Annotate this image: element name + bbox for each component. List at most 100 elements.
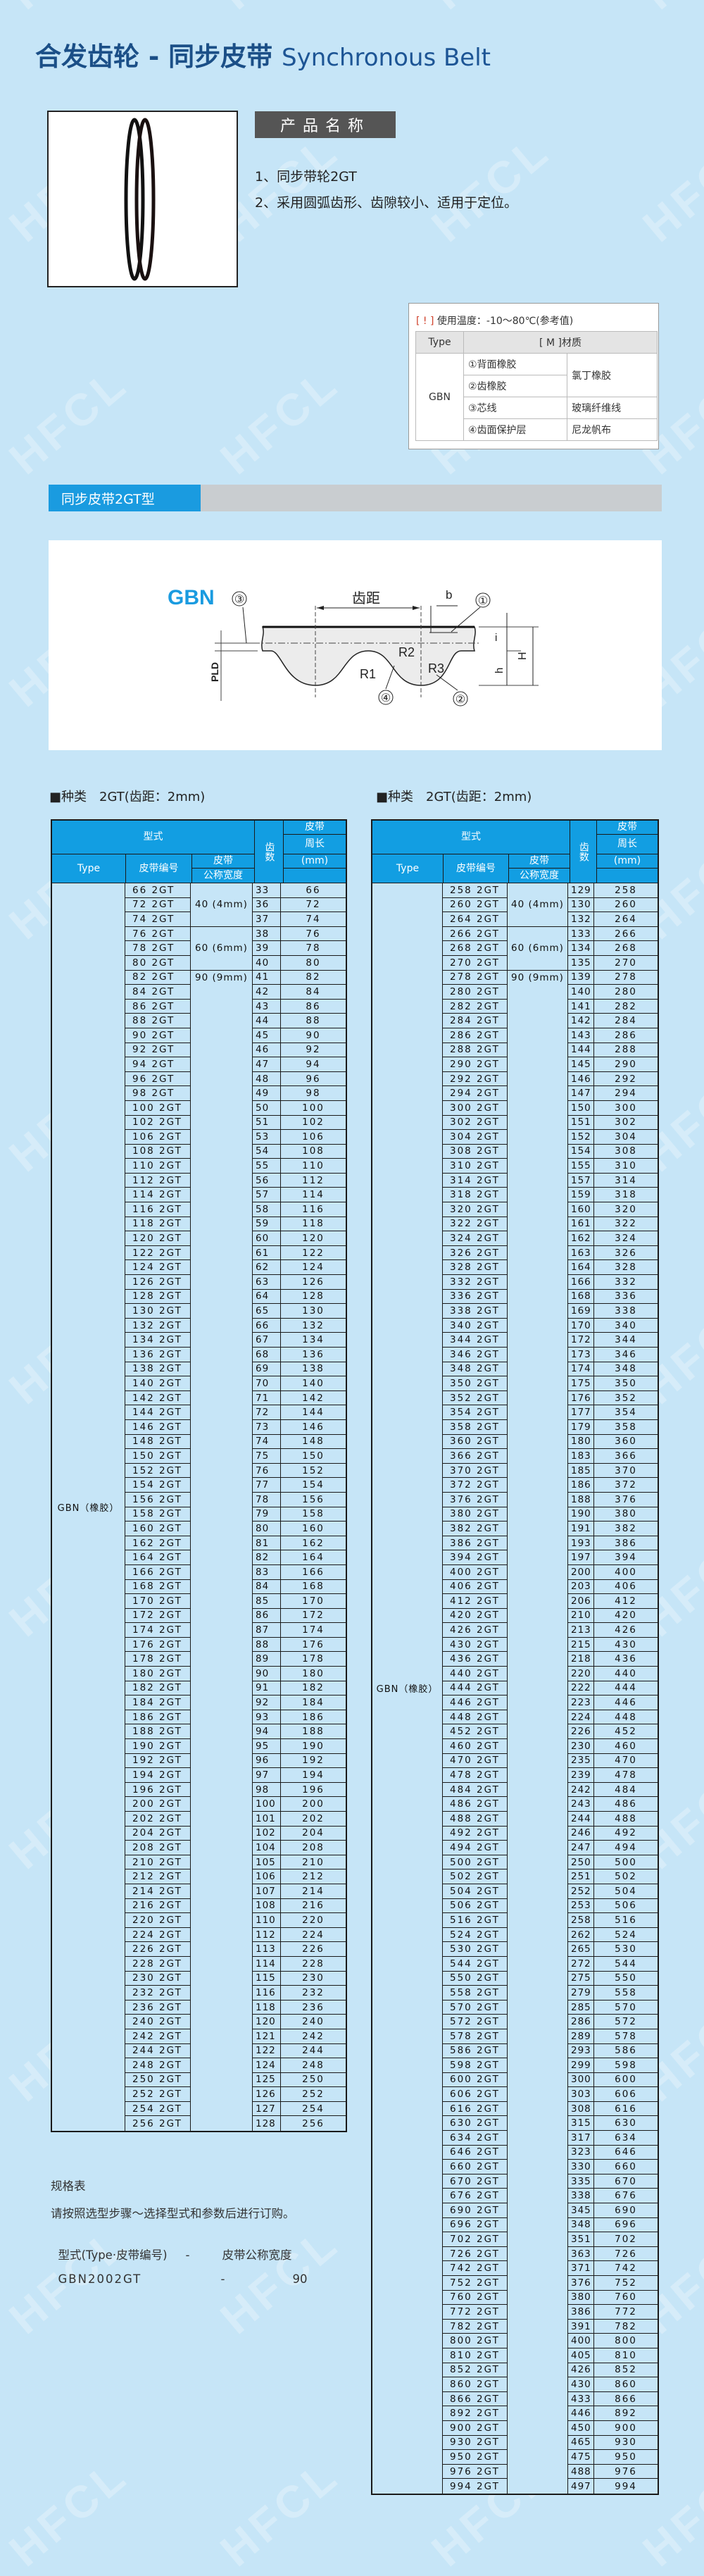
length-cell: 304 <box>594 1130 658 1145</box>
length-cell: 634 <box>594 2131 658 2146</box>
belt-code-cell: 290 2GT <box>443 1057 508 1072</box>
belt-code-cell: 558 2GT <box>443 1986 508 2001</box>
teeth-cell: 93 <box>253 1710 281 1725</box>
length-cell: 616 <box>594 2101 658 2117</box>
teeth-cell: 83 <box>253 1564 281 1580</box>
length-cell: 492 <box>594 1826 658 1841</box>
length-cell: 366 <box>594 1449 658 1464</box>
teeth-cell: 450 <box>568 2420 594 2436</box>
teeth-cell: 47 <box>253 1057 281 1072</box>
teeth-cell: 53 <box>253 1130 281 1145</box>
length-cell: 160 <box>281 1522 346 1536</box>
temperature-note: [ ! ] 使用温度：-10～80℃(参考值) <box>416 313 573 328</box>
length-cell: 336 <box>594 1289 658 1305</box>
belt-code-cell: 400 2GT <box>443 1564 508 1580</box>
belt-code-cell: 172 2GT <box>125 1608 191 1624</box>
teeth-cell: 102 <box>253 1826 281 1841</box>
belt-code-cell: 268 2GT <box>443 941 508 956</box>
belt-profile-drawing: GBN 齿距 b i h H PLD R2 R1 R3 ③ ① <box>168 586 539 707</box>
belt-code-cell: 196 2GT <box>125 1782 191 1798</box>
belt-code-cell: 726 2GT <box>443 2246 508 2262</box>
teeth-cell: 142 <box>568 1014 594 1028</box>
length-cell: 516 <box>594 1913 658 1928</box>
length-cell: 270 <box>594 955 658 971</box>
teeth-cell: 48 <box>253 1071 281 1087</box>
teeth-cell: 110 <box>253 1913 281 1928</box>
teeth-cell: 76 <box>253 1463 281 1479</box>
teeth-cell: 303 <box>568 2087 594 2102</box>
belt-code-cell: 504 2GT <box>443 1884 508 1899</box>
length-cell: 240 <box>281 2015 346 2029</box>
teeth-cell: 179 <box>568 1419 594 1435</box>
length-cell: 308 <box>594 1144 658 1159</box>
belt-code-cell: 74 2GT <box>125 912 191 927</box>
teeth-cell: 36 <box>253 897 281 913</box>
belt-code-cell: 426 2GT <box>443 1623 508 1638</box>
teeth-cell: 168 <box>568 1289 594 1305</box>
belt-code-cell: 102 2GT <box>125 1115 191 1131</box>
belt-code-cell: 328 2GT <box>443 1260 508 1276</box>
belt-code-cell: 420 2GT <box>443 1608 508 1624</box>
length-cell: 260 <box>594 897 658 913</box>
teeth-cell: 155 <box>568 1159 594 1174</box>
teeth-cell: 272 <box>568 1956 594 1972</box>
length-cell: 338 <box>594 1304 658 1319</box>
teeth-cell: 426 <box>568 2363 594 2378</box>
length-cell: 412 <box>594 1594 658 1609</box>
teeth-cell: 45 <box>253 1028 281 1043</box>
teeth-cell: 118 <box>253 2000 281 2015</box>
belt-code-cell: 266 2GT <box>443 926 508 942</box>
belt-code-cell: 336 2GT <box>443 1289 508 1305</box>
belt-code-cell: 282 2GT <box>443 999 508 1014</box>
belt-code-cell: 500 2GT <box>443 1855 508 1870</box>
length-cell: 162 <box>281 1536 346 1551</box>
length-cell: 506 <box>594 1898 658 1914</box>
teeth-cell: 226 <box>568 1724 594 1740</box>
teeth-cell: 183 <box>568 1449 594 1464</box>
length-cell: 100 <box>281 1100 346 1116</box>
header-length-2: 周长 <box>284 835 346 854</box>
length-cell: 144 <box>281 1405 346 1420</box>
teeth-cell: 91 <box>253 1681 281 1696</box>
length-cell: 176 <box>281 1637 346 1653</box>
length-cell: 572 <box>594 2015 658 2029</box>
watermark-text: HFCL <box>210 356 348 485</box>
belt-code-cell: 892 2GT <box>443 2406 508 2421</box>
belt-code-cell: 200 2GT <box>125 1797 191 1812</box>
teeth-cell: 50 <box>253 1100 281 1116</box>
teeth-cell: 157 <box>568 1173 594 1188</box>
order-instruction: 请按照选型步骤～选择型式和参数后进行订购。 <box>51 2207 295 2220</box>
belt-code-cell: 354 2GT <box>443 1405 508 1420</box>
belt-code-cell: 292 2GT <box>443 1071 508 1087</box>
belt-code-cell: 800 2GT <box>443 2334 508 2348</box>
material-type: GBN <box>415 353 464 441</box>
belt-code-cell: 436 2GT <box>443 1652 508 1667</box>
material-part: ①背面橡胶 <box>463 353 568 375</box>
belt-code-cell: 852 2GT <box>443 2363 508 2378</box>
length-cell: 430 <box>594 1637 658 1653</box>
length-cell: 502 <box>594 1869 658 1884</box>
length-cell: 174 <box>281 1623 346 1638</box>
material-col-material: [ M ]材质 <box>463 331 658 354</box>
belt-code-cell: 320 2GT <box>443 1202 508 1217</box>
length-cell: 406 <box>594 1579 658 1595</box>
length-cell: 254 <box>281 2101 346 2117</box>
teeth-cell: 139 <box>568 970 594 985</box>
teeth-cell: 253 <box>568 1898 594 1914</box>
length-cell: 478 <box>594 1768 658 1783</box>
width-cell: 90 (9mm) <box>191 970 253 2132</box>
belt-code-cell: 124 2GT <box>125 1260 191 1276</box>
belt-code-cell: 96 2GT <box>125 1071 191 1087</box>
length-cell: 200 <box>281 1797 346 1812</box>
belt-code-cell: 76 2GT <box>125 926 191 942</box>
belt-code-cell: 976 2GT <box>443 2464 508 2479</box>
header-width-1: 皮带 <box>509 854 570 868</box>
belt-code-cell: 452 2GT <box>443 1724 508 1740</box>
belt-code-cell: 214 2GT <box>125 1884 191 1899</box>
belt-code-cell: 676 2GT <box>443 2189 508 2204</box>
belt-code-cell: 502 2GT <box>443 1869 508 1884</box>
belt-code-cell: 772 2GT <box>443 2305 508 2320</box>
table-body: GBN（橡胶） 40 (4mm) 60 (6mm) 90 (9mm) 258 2GT 12… <box>372 883 658 2494</box>
teeth-cell: 81 <box>253 1536 281 1551</box>
teeth-cell: 293 <box>568 2043 594 2059</box>
